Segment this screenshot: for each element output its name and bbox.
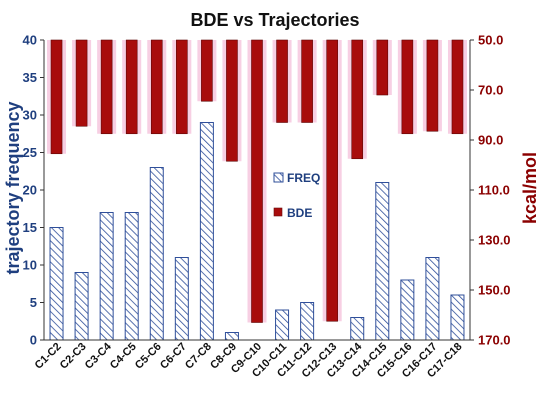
right-tick-label: 70.0 <box>478 83 503 98</box>
left-tick-label: 5 <box>30 295 37 310</box>
right-tick-label: 150.0 <box>478 283 511 298</box>
left-tick-label: 30 <box>23 108 37 123</box>
freq-bar <box>49 227 64 341</box>
bde-bar <box>201 39 213 102</box>
x-tick-label: C7-C8 <box>183 341 214 372</box>
freq-bar <box>400 279 415 341</box>
x-tick-label: C6-C7 <box>158 341 189 372</box>
left-axis-label: trajectory frequency <box>3 101 23 274</box>
bde-bar <box>376 39 389 96</box>
bde-bar <box>50 39 63 155</box>
right-tick-label: 110.0 <box>478 183 510 198</box>
legend: FREQ BDE <box>273 171 320 220</box>
legend-bde-label: BDE <box>287 206 312 220</box>
bde-bar <box>401 39 414 135</box>
x-tick-label: C5-C6 <box>133 341 164 372</box>
freq-bar <box>425 257 440 341</box>
right-tick-label: 130.0 <box>478 233 511 248</box>
freq-bar <box>74 272 89 341</box>
freq-bar <box>99 212 114 341</box>
right-axis-ticks: 50.0 70.0 90.0 110.0 130.0 150.0 170.0 <box>470 33 511 348</box>
bde-bar <box>326 39 338 322</box>
freq-bar <box>149 167 164 341</box>
bde-bar <box>75 39 88 127</box>
left-axis-ticks: 0 5 10 15 20 25 30 35 40 <box>23 33 44 348</box>
bde-bar <box>351 39 364 160</box>
bde-bar <box>251 39 263 323</box>
right-tick-label: 170.0 <box>478 333 511 348</box>
right-tick-label: 90.0 <box>478 133 503 148</box>
x-axis-ticks: C1-C2C2-C3C3-C4C4-C5C5-C6C6-C7C7-C8C8-C9… <box>33 340 465 380</box>
left-tick-label: 20 <box>23 183 37 198</box>
freq-bar <box>350 317 365 341</box>
bde-bar <box>125 39 138 135</box>
legend-freq-swatch <box>273 172 284 183</box>
left-tick-label: 0 <box>30 333 37 348</box>
bde-bar <box>150 39 163 135</box>
bde-bar <box>226 39 238 162</box>
x-tick-label: C3-C4 <box>83 340 115 372</box>
legend-bde-swatch <box>273 207 283 217</box>
left-tick-label: 10 <box>23 258 37 273</box>
freq-bar <box>199 122 214 341</box>
bde-bar <box>451 39 464 135</box>
x-tick-label: C2-C3 <box>58 341 89 372</box>
x-tick-label: C1-C2 <box>33 341 64 372</box>
bde-bar <box>276 39 288 123</box>
freq-bar <box>224 332 239 341</box>
freq-bar <box>275 309 290 341</box>
right-axis-label: kcal/mol <box>520 152 540 224</box>
chart-title: BDE vs Trajectories <box>190 10 359 30</box>
bde-bar <box>426 39 439 132</box>
freq-bar <box>375 182 390 341</box>
bde-bar <box>100 39 113 135</box>
freq-bar <box>300 302 315 341</box>
freq-bar <box>450 294 465 341</box>
bde-bars <box>47 39 467 323</box>
bde-bar <box>301 39 313 123</box>
left-tick-label: 25 <box>23 145 37 160</box>
left-tick-label: 35 <box>23 70 37 85</box>
left-tick-label: 40 <box>23 33 37 48</box>
freq-bar <box>174 257 189 341</box>
bde-bar <box>176 39 188 135</box>
x-tick-label: C4-C5 <box>108 341 139 372</box>
left-tick-label: 15 <box>23 220 37 235</box>
right-tick-label: 50.0 <box>478 33 503 48</box>
legend-freq-label: FREQ <box>287 171 320 185</box>
freq-bar <box>124 212 139 341</box>
